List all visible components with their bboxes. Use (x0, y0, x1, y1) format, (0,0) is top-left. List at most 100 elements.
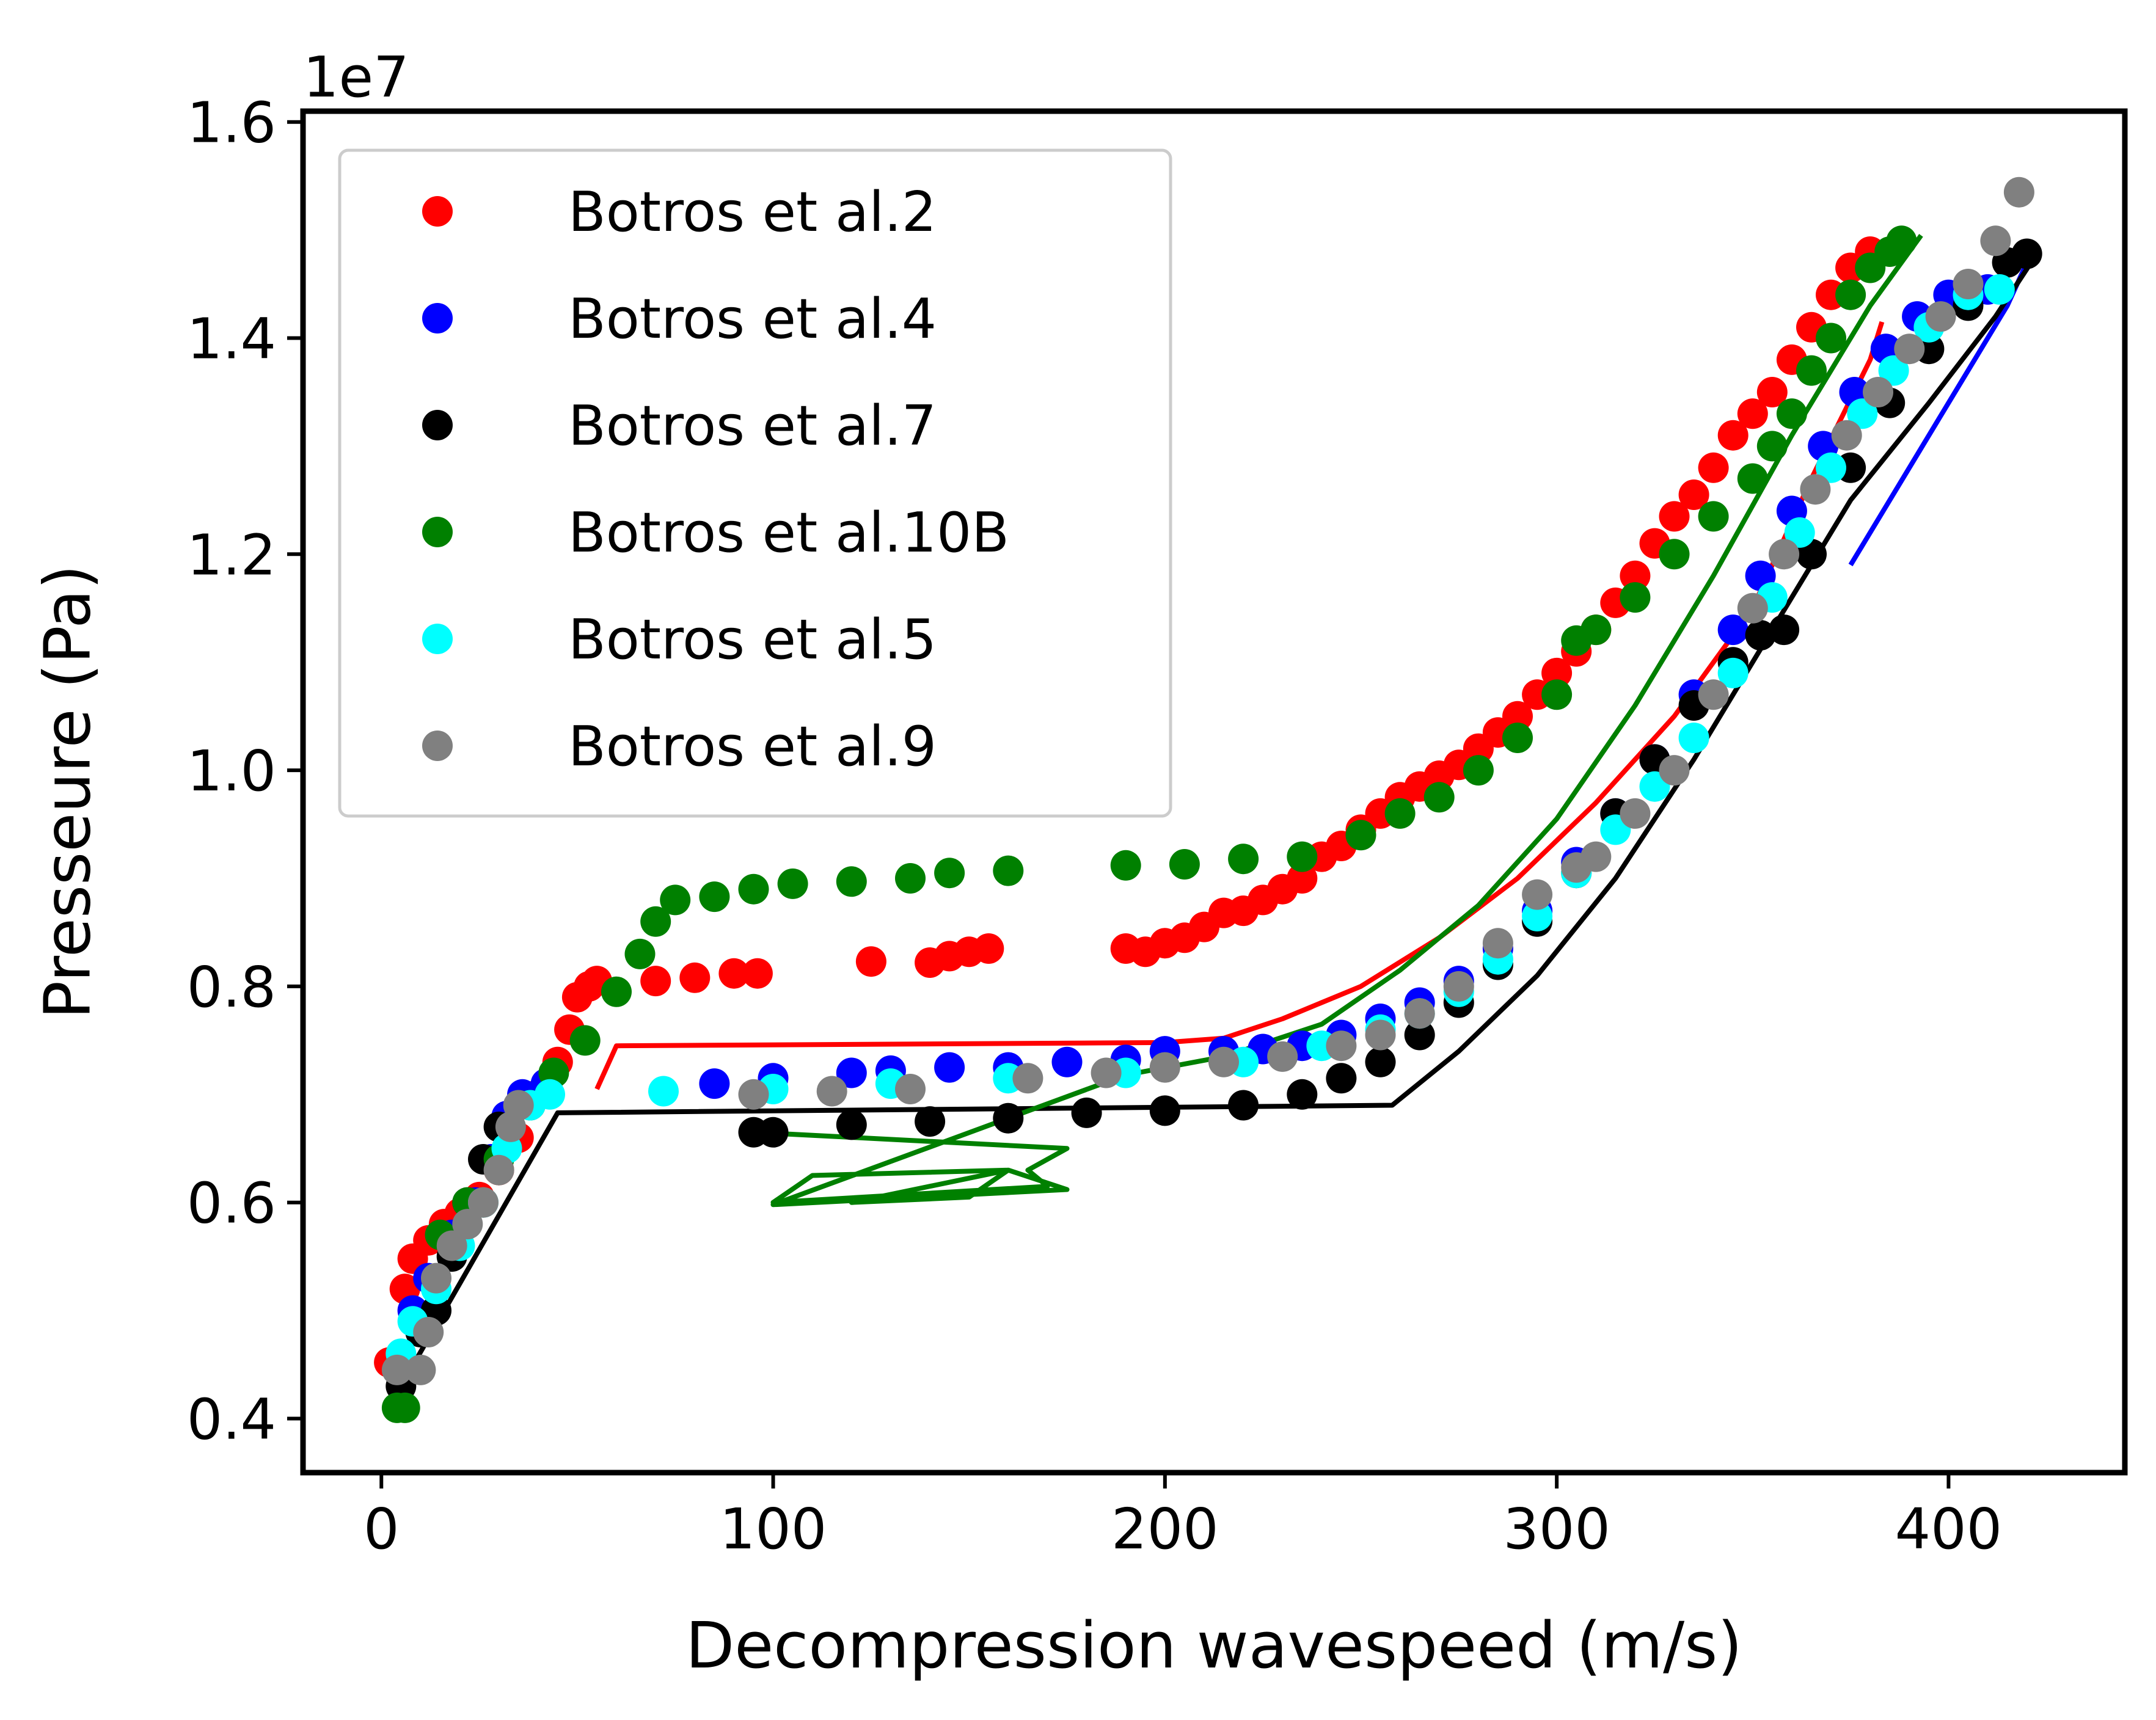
data-point (452, 1209, 483, 1240)
data-point (381, 1354, 412, 1385)
data-point (1659, 539, 1690, 570)
data-point (1835, 279, 1866, 310)
x-tick-label: 100 (720, 1496, 827, 1562)
data-point (1522, 900, 1553, 931)
data-point (679, 962, 711, 993)
data-point (1287, 841, 1318, 872)
data-point (624, 938, 656, 969)
x-tick-label: 300 (1503, 1496, 1610, 1562)
data-point (1717, 614, 1749, 646)
data-point (1502, 723, 1533, 753)
data-point (973, 933, 1004, 964)
legend-entry: Botros et al.5 (568, 608, 937, 672)
data-point (1149, 1052, 1180, 1083)
data-point (1423, 782, 1455, 813)
data-point (1980, 225, 2011, 257)
data-point (1769, 614, 1800, 646)
data-point (895, 1074, 926, 1104)
data-point (1482, 928, 1513, 959)
legend-entry: Botros et al.7 (568, 394, 937, 458)
data-point (2003, 177, 2034, 208)
data-point (1659, 501, 1690, 532)
data-point (1796, 355, 1827, 386)
data-point (1169, 849, 1200, 880)
data-point (1541, 679, 1573, 710)
y-tick-label: 0.6 (187, 1171, 276, 1236)
data-point (1443, 971, 1474, 1002)
data-point (1522, 879, 1553, 910)
data-point (2011, 238, 2042, 269)
data-point (1580, 614, 1612, 646)
data-point (1110, 850, 1141, 881)
data-point (934, 858, 965, 889)
data-point (1878, 355, 1909, 386)
data-point (1756, 377, 1788, 407)
data-point (1287, 863, 1318, 894)
data-point (1894, 333, 1925, 365)
data-point (1463, 755, 1494, 786)
data-point (1287, 1079, 1318, 1110)
data-point (1698, 679, 1729, 710)
legend: Botros et al.2 Botros et al.4 Botros et al… (338, 148, 1172, 818)
data-point (718, 958, 750, 989)
data-point (836, 1109, 867, 1140)
data-point (1784, 517, 1815, 548)
data-point (1345, 820, 1376, 851)
x-axis-label: Decompression wavespeed (m/s) (685, 1608, 1742, 1683)
data-point (503, 1090, 534, 1121)
data-point (1365, 1046, 1396, 1077)
data-point (1698, 452, 1729, 483)
data-point (1737, 592, 1768, 624)
y-tick-label: 1.4 (187, 307, 276, 372)
data-point (640, 966, 671, 997)
data-point (1326, 1030, 1357, 1062)
data-point (1717, 657, 1749, 688)
data-point (640, 906, 671, 937)
data-point (468, 1187, 499, 1218)
data-point (993, 1102, 1024, 1134)
series-5 (381, 177, 2034, 1385)
legend-entry: Botros et al.2 (568, 180, 937, 244)
data-point (738, 873, 769, 905)
data-point (1776, 398, 1807, 429)
data-point (1925, 301, 1956, 332)
data-point (738, 1079, 769, 1110)
legend-marker (422, 196, 453, 227)
data-point (1365, 1019, 1396, 1051)
x-tick-label: 200 (1111, 1496, 1219, 1562)
y-tick-label: 0.8 (187, 955, 276, 1020)
data-point (405, 1354, 436, 1385)
data-point (1228, 1090, 1259, 1121)
x-axis: 0 100 200 300 400 (364, 1473, 2002, 1562)
data-point (421, 1263, 451, 1294)
data-point (1678, 723, 1709, 753)
data-point (1816, 322, 1846, 354)
data-point (1208, 1046, 1239, 1077)
data-point (1863, 377, 1893, 407)
y-axis: 0.4 0.6 0.8 1.0 1.2 1.4 1.6 (187, 90, 303, 1452)
data-point (1541, 657, 1573, 688)
data-point (1769, 539, 1800, 570)
data-point (1737, 398, 1768, 429)
data-point (1149, 1095, 1180, 1126)
y-axis-label: Presseure (Pa) (30, 564, 104, 1019)
legend-box (338, 148, 1172, 818)
data-point (934, 1052, 965, 1083)
fit-line-3 (753, 234, 1923, 1208)
y-tick-label: 1.2 (187, 522, 276, 588)
y-tick-label: 1.6 (187, 90, 276, 156)
legend-marker (422, 303, 453, 333)
data-point (1620, 582, 1651, 613)
data-point (1404, 1019, 1435, 1051)
data-point (699, 881, 730, 913)
data-point (1404, 998, 1435, 1029)
data-point (436, 1230, 467, 1261)
data-point (1091, 1057, 1122, 1088)
legend-marker (422, 410, 453, 440)
legend-entry: Botros et al.9 (568, 715, 937, 779)
data-point (1745, 620, 1776, 650)
data-point (389, 1392, 420, 1423)
data-point (742, 958, 773, 989)
data-point (1678, 479, 1709, 510)
